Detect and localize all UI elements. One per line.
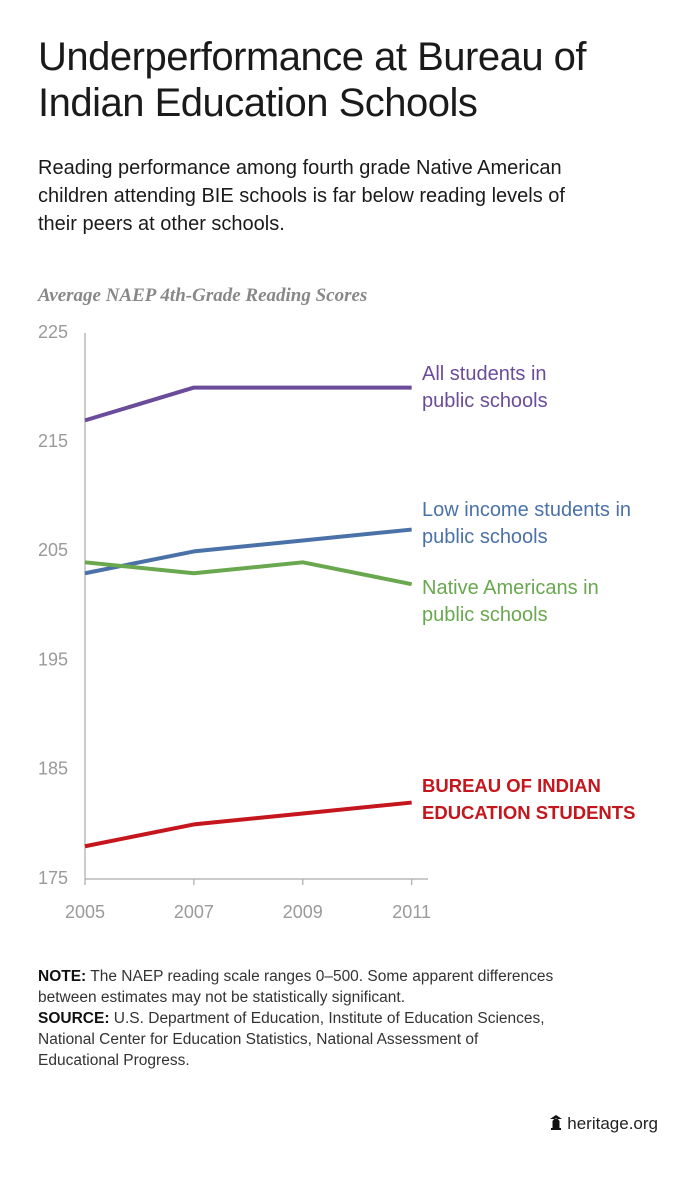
series-line <box>84 800 412 849</box>
series-label: All students in public schools <box>422 362 548 412</box>
y-tick-label: 225 <box>38 322 68 342</box>
note: NOTE: The NAEP reading scale ranges 0–50… <box>38 966 558 1008</box>
chart-title: Average NAEP 4th-Grade Reading Scores <box>38 285 368 306</box>
source: SOURCE: U.S. Department of Education, In… <box>38 1008 558 1071</box>
series-label: BUREAU OF INDIAN EDUCATION STUDENTS <box>422 774 636 823</box>
x-tick-label: 2009 <box>283 902 323 922</box>
title: Underperformance at Bureau of Indian Edu… <box>38 35 587 125</box>
y-tick-label: 215 <box>38 431 68 451</box>
x-tick-label: 2007 <box>174 902 214 922</box>
y-tick-label: 205 <box>38 540 68 560</box>
series-label: Native Americans in public schools <box>422 577 599 627</box>
logo-icon <box>550 1115 563 1130</box>
footer: heritage.org <box>549 1113 658 1134</box>
series-label: Low income students in public schools <box>422 498 632 548</box>
x-tick-label: 2005 <box>65 902 105 922</box>
note-text: The NAEP reading scale ranges 0–500. Som… <box>38 968 554 1006</box>
notes: NOTE: The NAEP reading scale ranges 0–50… <box>38 966 558 1071</box>
series-line <box>84 560 413 587</box>
subtitle: Reading performance among fourth grade N… <box>38 157 565 235</box>
y-tick-label: 185 <box>38 759 68 779</box>
source-text: U.S. Department of Education, Institute … <box>38 1010 545 1069</box>
source-label: SOURCE: <box>38 1010 110 1027</box>
x-tick-label: 2011 <box>392 902 431 922</box>
series-line <box>84 527 412 576</box>
footer-text: heritage.org <box>567 1114 658 1133</box>
series-line <box>84 385 412 423</box>
y-tick-label: 195 <box>38 649 68 669</box>
y-tick-label: 175 <box>38 868 68 888</box>
note-label: NOTE: <box>38 968 87 985</box>
